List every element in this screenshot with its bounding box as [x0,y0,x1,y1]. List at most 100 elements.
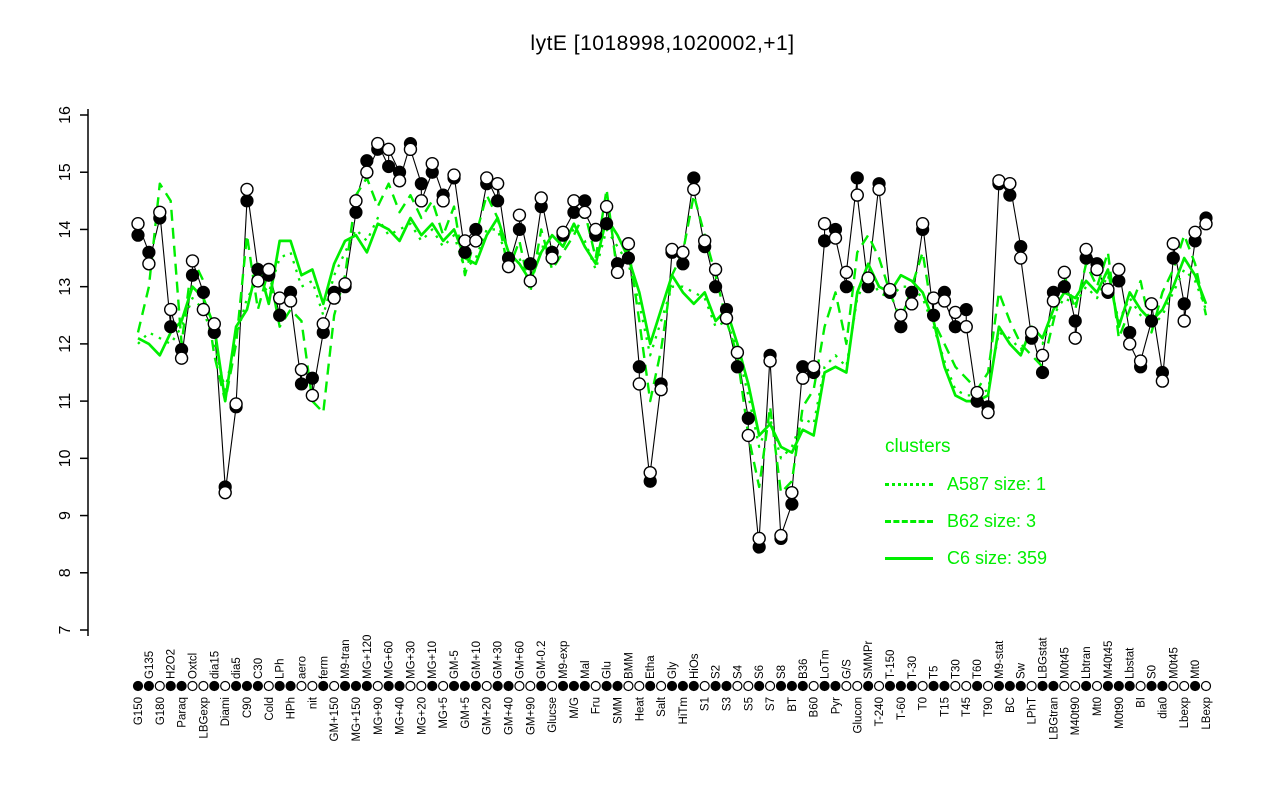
condition-marker [645,680,656,692]
x-tick-label: H2O2 [166,649,178,679]
condition-marker [492,680,503,692]
condition-marker [198,680,209,692]
open-point [1166,237,1181,251]
condition-marker [1135,680,1146,692]
open-point [589,222,603,237]
open-point [534,191,548,205]
open-point [741,428,755,443]
open-point [915,217,930,231]
open-point [371,136,385,151]
x-tick-label: MG+60 [384,641,396,679]
open-point [643,465,657,480]
filled-point [785,497,799,511]
open-point [970,385,984,400]
condition-marker [241,680,253,692]
x-tick-label: BMM [623,652,635,679]
open-point [196,302,211,317]
x-tick-label: Gly [667,662,679,680]
x-tick-label: GM+5 [460,697,472,729]
condition-marker [361,680,372,692]
gene-data-points [131,136,1213,554]
x-tick-label: C90 [242,697,254,718]
legend-item-c6: C6 size: 359 [885,548,1047,569]
condition-marker [754,680,765,692]
filled-point [1057,280,1071,294]
condition-marker [852,680,863,692]
x-tick-label: Diami [220,697,232,726]
filled-point [382,159,396,174]
open-point [523,274,538,288]
condition-marker [786,680,797,692]
filled-point [491,194,505,208]
open-point [1177,314,1191,328]
condition-marker [470,680,481,692]
filled-point [741,411,755,425]
condition-marker [154,680,165,692]
y-tick-label: 7 [57,625,74,634]
open-point [1090,262,1104,277]
x-tick-label: GM+60 [514,641,526,679]
x-tick-label: T0 [918,697,930,710]
x-tick-label: S1 [700,697,712,711]
x-tick-label: nit [307,696,319,709]
x-tick-label: S8 [776,665,788,679]
open-point [785,485,799,500]
open-point [610,265,625,280]
x-tick-label: M40t45 [1103,641,1115,679]
condition-marker [928,680,939,692]
legend-item-a587: A587 size: 1 [885,474,1047,495]
x-axis-labels: G150 G135 G180 H2O2 Paraq Oxtcl LBGexp dia15 Dia… [133,635,1213,742]
x-tick-label: Mal [580,660,592,679]
open-point [774,528,788,543]
x-tick-label: dia0 [1157,697,1169,719]
condition-marker [1113,680,1124,692]
x-tick-label: Fru [591,697,603,714]
condition-marker [557,680,569,692]
x-tick-label: Cold [264,697,276,721]
x-tick-label: T45 [961,697,973,717]
condition-marker [339,680,351,692]
condition-marker [176,680,187,692]
legend-item-label: A587 size: 1 [947,474,1047,494]
condition-marker [590,680,601,692]
open-point [545,251,559,265]
open-point [131,217,145,231]
open-point [948,305,963,320]
open-point [654,382,668,397]
x-tick-label: M9-stat [994,640,1006,679]
condition-marker [459,680,471,692]
filled-point [632,360,646,374]
x-tick-label: T-60 [896,697,908,720]
condition-marker [841,680,852,692]
condition-marker [906,680,917,692]
open-point [719,311,734,325]
open-point [828,231,843,245]
open-point [556,225,570,240]
x-tick-label: BT [787,697,799,712]
filled-point [959,302,973,317]
x-tick-label: MG+90 [373,697,385,735]
open-point [1133,354,1148,368]
filled-point [1166,251,1180,265]
condition-marker [1015,680,1026,692]
filled-point [1035,365,1050,380]
condition-marker [1146,680,1157,692]
x-tick-label: M/G [569,697,581,719]
condition-marker [1081,680,1092,692]
dashed-line-sample [885,520,933,523]
condition-marker [536,680,547,692]
y-tick-label: 11 [57,393,74,410]
open-point [490,176,505,191]
open-point [403,142,418,157]
x-tick-label: BC [1005,697,1017,713]
x-tick-label: T-30 [907,656,919,679]
filled-point [1003,188,1017,202]
filled-point [240,194,254,208]
condition-marker [329,680,340,692]
open-point [1079,242,1093,257]
plot-title: lytE [1018998,1020002,+1] [530,32,795,55]
y-tick-label: 13 [57,278,74,296]
condition-marker [666,680,678,692]
condition-marker [405,680,416,692]
